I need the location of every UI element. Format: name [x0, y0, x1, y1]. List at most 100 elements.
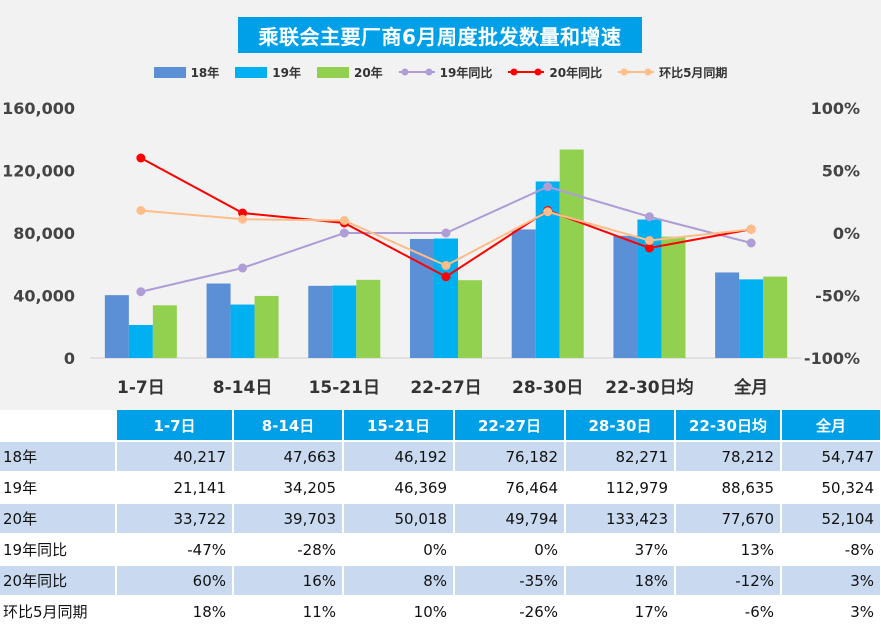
- line-point: [238, 208, 248, 218]
- bar: [661, 236, 686, 358]
- table-header-cell: 22-30日均: [675, 410, 782, 442]
- table-cell: 76,182: [454, 441, 566, 473]
- legend-label-18: 18年: [190, 65, 220, 80]
- table-row-label: 18年: [0, 441, 117, 473]
- lines-group: [136, 153, 756, 297]
- bar: [128, 324, 153, 358]
- bar: [511, 229, 536, 358]
- bar: [410, 238, 434, 358]
- table-body: 18年 40,217 47,663 46,192 76,182 82,271 78,212 5…: [0, 441, 881, 628]
- y-right-tick-label: 100%: [811, 99, 860, 118]
- line-point: [441, 228, 451, 238]
- bar: [308, 285, 333, 358]
- table-cell: -26%: [454, 596, 566, 628]
- table-header-cell: 1-7日: [116, 410, 234, 442]
- table-cell: 50,018: [343, 503, 455, 535]
- y-right-tick-label: 50%: [822, 162, 860, 181]
- bar: [332, 285, 357, 358]
- x-tick-label: 全月: [733, 377, 768, 398]
- table-cell: 78,212: [675, 441, 782, 473]
- x-tick-label: 15-21日: [309, 378, 380, 398]
- line-point: [644, 212, 654, 222]
- bar: [613, 235, 638, 358]
- y-right-tick-label: 0%: [833, 224, 860, 243]
- line-point: [644, 243, 654, 253]
- table-header-cell: 15-21日: [343, 410, 455, 442]
- table-cell: 33,722: [116, 503, 234, 535]
- y-right-tick-label: -100%: [804, 349, 860, 368]
- line-point: [136, 287, 146, 297]
- legend-swatch-19: [235, 66, 268, 78]
- x-tick-label: 22-27日: [410, 378, 481, 398]
- bar: [559, 149, 584, 358]
- table-cell: 17%: [565, 596, 676, 628]
- table-cell: 88,635: [675, 472, 782, 504]
- table-row-label: 20年同比: [0, 565, 117, 597]
- table-cell: 77,670: [675, 503, 782, 535]
- table-row-label: 19年同比: [0, 534, 117, 566]
- table-cell: 50,324: [781, 472, 881, 504]
- chart-area: 乘联会主要厂商6月周度批发数量和增速 18年 19年 20年 19年同比 20年…: [2, 17, 860, 398]
- table-row-label: 19年: [0, 472, 117, 504]
- table-cell: 46,192: [343, 441, 455, 473]
- line-point: [238, 214, 248, 224]
- legend-label-20: 20年: [353, 65, 383, 80]
- legend-item-19yoy: 19年同比: [398, 64, 493, 81]
- line-point: [339, 228, 349, 238]
- table-corner-cell: [0, 410, 117, 442]
- line-point: [644, 236, 654, 245]
- table-cell: 3%: [781, 565, 881, 597]
- table-row-label: 20年: [0, 503, 117, 535]
- legend-item-19: 19年: [235, 64, 301, 81]
- y-left-tick-label: 0: [64, 349, 75, 368]
- table-cell: 11%: [233, 596, 344, 628]
- table-header-row: 1-7日 8-14日 15-21日 22-27日 28-30日 22-30日均 全月: [0, 410, 881, 442]
- table-cell: 18%: [565, 565, 676, 597]
- table-row: 20年同比 60% 16% 8% -35% 18% -12% 3%: [0, 565, 881, 597]
- legend-item-20: 20年: [316, 64, 383, 81]
- legend-marker-mom: [618, 68, 655, 76]
- table-cell: 3%: [781, 596, 881, 628]
- table-header-cell: 22-27日: [454, 410, 566, 442]
- table-cell: 47,663: [233, 441, 344, 473]
- table-cell: 39,703: [233, 503, 344, 535]
- chart-title: 乘联会主要厂商6月周度批发数量和增速: [238, 17, 642, 53]
- table-cell: 8%: [343, 565, 455, 597]
- line-point: [746, 238, 756, 248]
- y-left-tick-label: 120,000: [2, 162, 75, 181]
- table-row: 19年 21,141 34,205 46,369 76,464 112,979 88,635…: [0, 472, 881, 504]
- x-tick-label: 28-30日: [512, 378, 583, 398]
- table-cell: 49,794: [454, 503, 566, 535]
- bar: [763, 276, 788, 358]
- table-row-label: 环比5月同期: [0, 596, 117, 628]
- line-point: [339, 216, 349, 225]
- legend-label-20yoy: 20年同比: [549, 65, 603, 80]
- table-header-cell: 全月: [781, 410, 881, 442]
- table-cell: -12%: [675, 565, 782, 597]
- bars-group: [104, 149, 788, 358]
- legend-item-mom: 环比5月同期: [618, 64, 727, 81]
- table-cell: -35%: [454, 565, 566, 597]
- table-row: 19年同比 -47% -28% 0% 0% 37% 13% -8%: [0, 534, 881, 566]
- line-point: [746, 224, 756, 234]
- table-cell: -6%: [675, 596, 782, 628]
- table-header-cell: 28-30日: [565, 410, 676, 442]
- y-left-tick-label: 160,000: [2, 99, 75, 118]
- legend-label-19yoy: 19年同比: [439, 65, 493, 80]
- y-right-tick-label: -50%: [815, 287, 860, 306]
- x-tick-label: 1-7日: [117, 378, 165, 398]
- table-cell: 112,979: [565, 472, 676, 504]
- y-left-tick-label: 40,000: [13, 287, 75, 306]
- x-tick-label: 8-14日: [213, 378, 273, 398]
- table-cell: 133,423: [565, 503, 676, 535]
- bar: [152, 305, 177, 358]
- table-row: 环比5月同期 18% 11% 10% -26% 17% -6% 3%: [0, 596, 881, 628]
- table-cell: -8%: [781, 534, 881, 566]
- table-cell: 82,271: [565, 441, 676, 473]
- line-point: [543, 182, 553, 192]
- line-point: [441, 272, 451, 282]
- line-point: [238, 263, 248, 273]
- table-cell: 54,747: [781, 441, 881, 473]
- bar: [715, 272, 740, 358]
- bar: [739, 279, 764, 358]
